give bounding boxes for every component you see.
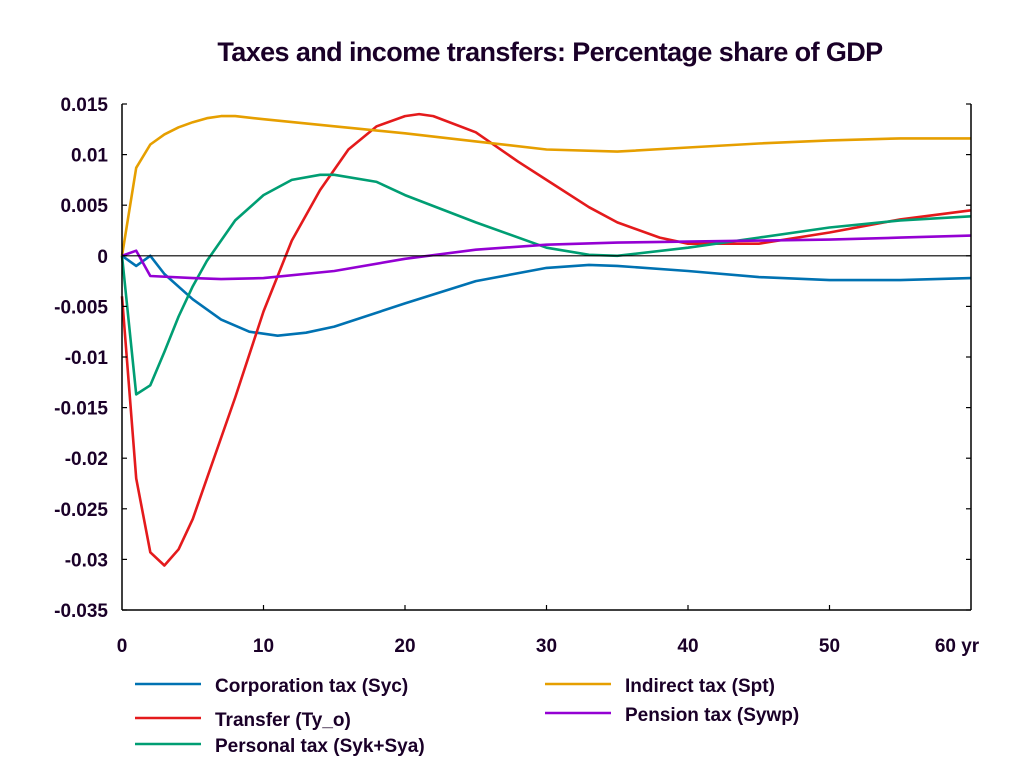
legend-item: Personal tax (Syk+Sya) (135, 736, 425, 757)
y-tick-label: 0.015 (60, 95, 108, 116)
legend-item: Indirect tax (Spt) (545, 676, 775, 697)
y-tick-label: -0.025 (54, 500, 108, 521)
legend-item: Pension tax (Sywp) (545, 705, 799, 726)
legend-label: Transfer (Ty_o) (215, 710, 351, 731)
y-tick-label: -0.015 (54, 399, 108, 420)
legend-item: Corporation tax (Syc) (135, 676, 408, 697)
plot-area (120, 112, 972, 567)
y-tick-label: 0 (97, 247, 108, 268)
y-tick-label: -0.035 (54, 601, 108, 622)
y-tick-label: -0.03 (65, 550, 108, 571)
y-tick-label: -0.02 (65, 449, 108, 470)
y-tick-label: 0.005 (60, 196, 108, 217)
legend-label: Indirect tax (Spt) (625, 676, 775, 697)
y-tick-label: 0.01 (71, 146, 108, 167)
legend-label: Personal tax (Syk+Sya) (215, 736, 425, 757)
x-tick-label: 0 (117, 636, 128, 657)
series-line-2 (120, 173, 972, 396)
series-line-1 (120, 112, 972, 567)
x-tick-label: 60 yr (935, 636, 980, 657)
x-tick-label: 30 (536, 636, 557, 657)
x-tick-label: 40 (677, 636, 698, 657)
series-line-4 (121, 234, 972, 281)
legend-label: Corporation tax (Syc) (215, 676, 408, 697)
legend-item: Transfer (Ty_o) (135, 710, 351, 731)
y-tick-label: -0.01 (65, 348, 109, 369)
legend-label: Pension tax (Sywp) (625, 705, 799, 726)
x-tick-label: 10 (253, 636, 274, 657)
series-line-3 (120, 114, 971, 257)
x-tick-label: 50 (819, 636, 840, 657)
x-axis-ticks: 0 10 20 30 40 50 60 yr (117, 605, 980, 657)
series-line-0 (121, 254, 972, 338)
x-tick-label: 20 (394, 636, 415, 657)
y-axis-ticks: 0.015 0.01 0.005 0 -0.005 -0.01 -0.015 -0.02 -0.… (54, 95, 971, 622)
legend: Corporation tax (Syc) Transfer (Ty_o) Pers… (135, 676, 799, 757)
y-tick-label: -0.005 (54, 297, 108, 318)
chart-title: Taxes and income transfers: Percentage s… (217, 37, 883, 67)
